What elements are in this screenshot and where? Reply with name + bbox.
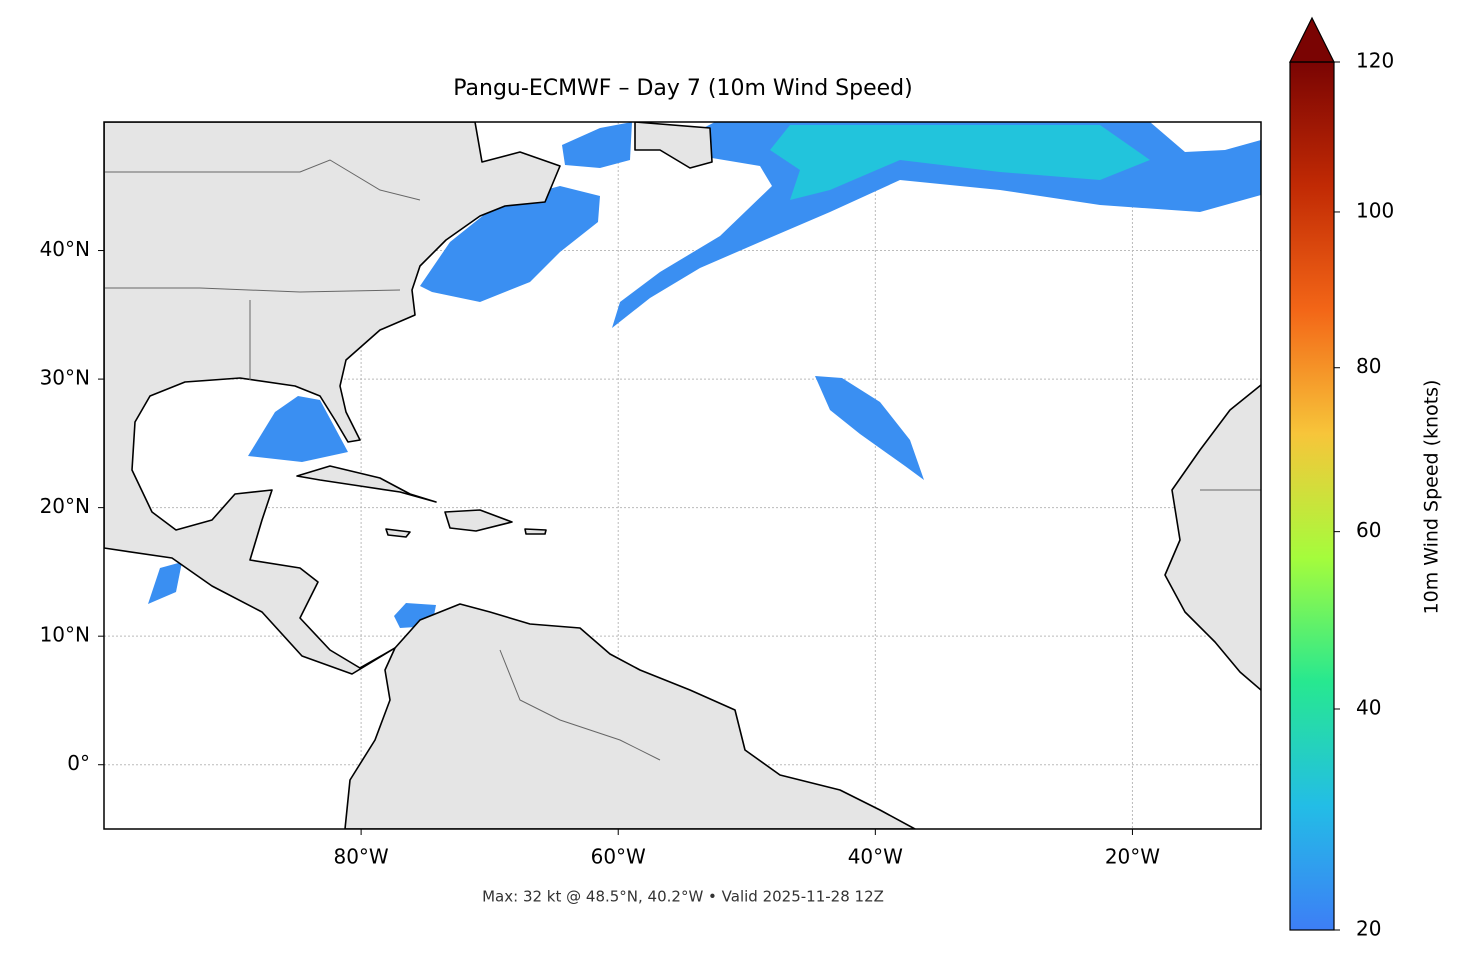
border: [104, 287, 401, 293]
colorbar-label: 10m Wind Speed (knots): [1421, 380, 1443, 615]
hispaniola: [444, 509, 513, 532]
south-america: [344, 603, 916, 829]
wind-region: [148, 562, 182, 604]
colorbar: 20 40 60 80 100 120: [1289, 16, 1394, 941]
wind-region: [420, 186, 600, 302]
colorbar-frame: [1289, 61, 1335, 931]
north-america: [104, 122, 561, 675]
colorbar-scale: [1290, 62, 1334, 930]
colorbar-tick-label: 120: [1356, 49, 1394, 73]
y-tick-label: 10°N: [40, 623, 90, 647]
puerto-rico: [524, 528, 547, 535]
colorbar-tick-label: 20: [1356, 917, 1381, 941]
jamaica: [385, 528, 411, 538]
wind-region: [815, 376, 924, 480]
cuba: [296, 465, 437, 503]
wind-region: [248, 396, 348, 462]
map-layers: [104, 122, 1261, 829]
border: [499, 649, 661, 761]
x-tick-label: 20°W: [1105, 845, 1160, 869]
x-tick-label: 40°W: [848, 845, 903, 869]
canada-maritimes: [634, 122, 713, 169]
colorbar-tick-label: 60: [1356, 518, 1381, 542]
colorbar-extend: [1289, 16, 1335, 63]
colorbar-tick-label: 40: [1356, 695, 1381, 719]
colorbar-tick-label: 100: [1356, 198, 1394, 222]
wind-core: [770, 125, 1150, 200]
africa: [1164, 384, 1261, 691]
border: [104, 159, 421, 201]
colorbar-tick-label: 80: [1356, 354, 1381, 378]
map-frame: [103, 121, 1262, 830]
x-tick-label: 80°W: [333, 845, 388, 869]
y-tick-label: 40°N: [40, 237, 90, 261]
y-tick-label: 0°: [67, 751, 90, 775]
y-tick-label: 30°N: [40, 366, 90, 390]
x-tick-label: 60°W: [591, 845, 646, 869]
footer: Max: 32 kt @ 48.5°N, 40.2°W • Valid 2025…: [482, 888, 884, 906]
chart-title: Pangu-ECMWF – Day 7 (10m Wind Speed): [453, 76, 912, 101]
wind-region: [562, 122, 632, 168]
y-tick-label: 20°N: [40, 494, 90, 518]
